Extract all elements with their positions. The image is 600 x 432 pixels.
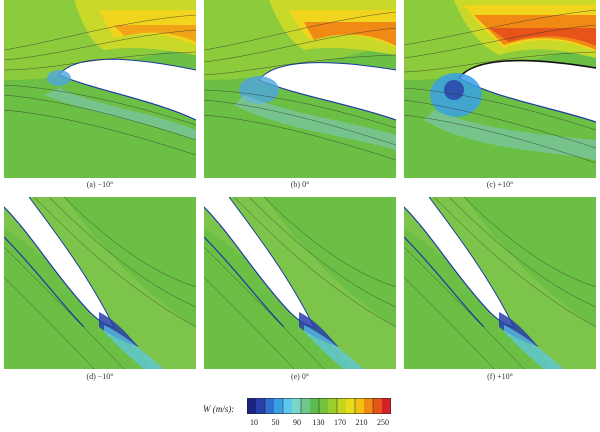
colorbar-segment: [274, 398, 284, 414]
contour-plot-c: [404, 0, 596, 178]
colorbar-segment: [256, 398, 266, 414]
caption-b: (b) 0°: [290, 180, 310, 189]
caption-f: (f) +10°: [487, 372, 513, 381]
caption-d: (d) −10°: [86, 372, 114, 381]
contour-plot-d: [4, 197, 196, 369]
panel-e: [204, 197, 396, 369]
colorbar-label: W (m/s):: [203, 404, 235, 414]
colorbar-border: [247, 398, 391, 414]
colorbar-segment: [319, 398, 329, 414]
caption-a: (a) −10°: [86, 180, 114, 189]
panel-a: [4, 0, 196, 178]
colorbar-tick-label: 90: [293, 418, 301, 427]
colorbar-segment: [373, 398, 383, 414]
colorbar-tick-label: 10: [250, 418, 258, 427]
colorbar-segment: [364, 398, 374, 414]
colorbar-segment: [382, 398, 392, 414]
contour-plot-b: [204, 0, 396, 178]
colorbar-tick-label: 210: [355, 418, 368, 427]
caption-c: (c) +10°: [486, 180, 514, 189]
panel-f: [404, 197, 596, 369]
colorbar-segment: [265, 398, 275, 414]
panel-b: [204, 0, 396, 178]
caption-e: (e) 0°: [290, 372, 310, 381]
colorbar-segment: [328, 398, 338, 414]
colorbar-segment: [310, 398, 320, 414]
colorbar-segment: [247, 398, 257, 414]
colorbar-segment: [337, 398, 347, 414]
colorbar-segment: [355, 398, 365, 414]
panel-d: [4, 197, 196, 369]
contour-plot-a: [4, 0, 196, 178]
colorbar-tick-label: 170: [334, 418, 346, 427]
colorbar-tick-label: 130: [312, 418, 325, 427]
colorbar-tick-label: 250: [377, 418, 389, 427]
colorbar-segment: [283, 398, 293, 414]
panel-c: [404, 0, 596, 178]
colorbar-segment: [292, 398, 302, 414]
colorbar-gradient: [247, 398, 392, 414]
colorbar-segment: [346, 398, 356, 414]
contour-plot-e: [204, 197, 396, 369]
colorbar-segment: [301, 398, 311, 414]
colorbar-tick-label: 50: [271, 418, 280, 427]
colorbar: [247, 398, 392, 414]
contour-plot-f: [404, 197, 596, 369]
